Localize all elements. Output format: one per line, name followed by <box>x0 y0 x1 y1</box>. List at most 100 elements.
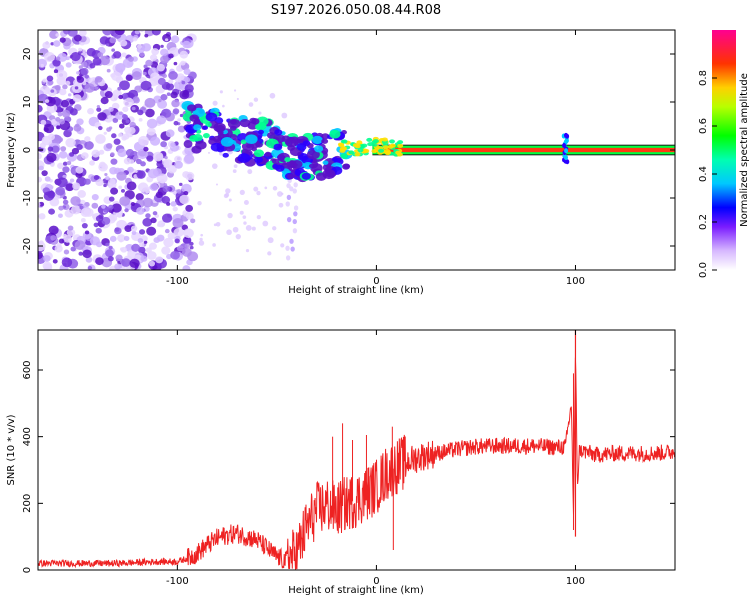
spectrum-speckle <box>251 226 256 231</box>
spectrum-speckle <box>118 185 123 190</box>
ridge-blob <box>217 130 224 135</box>
spectrum-speckle <box>226 229 232 236</box>
spectrum-speckle <box>170 250 180 260</box>
spectrum-speckle <box>157 77 166 86</box>
spectrum-speckle <box>121 52 127 58</box>
spectrum-speckle <box>272 226 277 231</box>
spectrum-speckle <box>43 255 51 262</box>
spectrum-speckle <box>161 213 173 223</box>
spectrum-speckle <box>187 251 199 262</box>
spectrum-speckle <box>110 152 115 157</box>
spectrum-speckle <box>142 71 147 76</box>
spectrum-speckle <box>151 48 159 56</box>
spectrum-speckle <box>96 104 101 108</box>
spectrum-speckle <box>46 75 54 82</box>
spectrum-speckle <box>84 230 90 235</box>
spectrum-speckle <box>117 148 127 158</box>
spectrum-speckle <box>115 254 123 262</box>
spectrum-speckle <box>42 41 51 49</box>
spectrum-speckle <box>134 30 140 35</box>
spectrum-speckle <box>145 59 153 67</box>
ridge-blob <box>264 151 272 157</box>
spectrum-speckle <box>55 56 61 61</box>
spectrum-speckle <box>125 74 133 82</box>
spectrum-speckle <box>198 240 205 246</box>
spectrum-speckle <box>55 186 66 196</box>
ridge-blob <box>389 139 396 144</box>
spectrum-speckle <box>107 114 113 120</box>
spectrum-speckle <box>225 188 231 194</box>
spectrum-speckle <box>44 99 50 104</box>
spectrum-speckle <box>69 108 78 116</box>
spectrum-speckle <box>50 163 55 167</box>
spectrum-speckle <box>142 217 153 227</box>
spectrum-speckle <box>292 228 298 234</box>
spectrum-speckle <box>116 213 123 218</box>
spectrum-speckle <box>188 71 197 80</box>
spectrum-speckle <box>174 160 183 169</box>
spectrum-speckle <box>233 89 237 92</box>
spectrum-speckle <box>170 201 177 207</box>
spectrum-speckle <box>59 88 67 96</box>
spectrum-speckle <box>170 91 178 99</box>
spectrum-speckle <box>124 208 129 213</box>
ridge-blob <box>210 142 223 152</box>
colorbar-ticks: 0.0 0.2 0.4 0.6 0.8 <box>698 70 717 278</box>
spectrum-speckle <box>116 171 127 181</box>
spectrum-speckle <box>119 247 124 251</box>
spectrum-speckle <box>102 30 113 36</box>
spectrum-speckle <box>103 183 107 188</box>
spectrum-speckle <box>43 127 49 132</box>
ridge-blob <box>273 143 283 151</box>
colorbar-gradient <box>712 30 736 270</box>
spectrum-speckle <box>74 34 82 42</box>
spectrum-speckle <box>143 240 148 244</box>
spectrum-speckle <box>65 138 76 148</box>
spectrum-speckle <box>161 246 171 255</box>
spectrum-speckle <box>67 30 78 37</box>
spectrum-speckle <box>256 190 261 196</box>
spectrum-speckle <box>143 146 149 152</box>
spectrum-speckle <box>53 69 59 74</box>
spectrum-speckle <box>126 181 137 191</box>
spectrum-speckle <box>125 119 130 124</box>
spectrum-speckle <box>253 97 259 102</box>
spectrum-speckle <box>82 231 92 240</box>
spectrum-speckle <box>146 127 156 136</box>
spectrum-speckle <box>158 98 162 103</box>
spectrum-speckle <box>53 40 61 47</box>
spectrum-speckle <box>58 205 64 211</box>
snr-panel: -100 0 100 0 200 400 600 Height of straight li… <box>6 329 676 596</box>
spectrum-speckle <box>84 83 95 93</box>
snr-x-label: Height of straight line (km) <box>288 585 424 596</box>
spectrum-speckle <box>163 237 174 248</box>
ridge-blob <box>564 138 569 144</box>
spectrum-speckle <box>50 235 57 241</box>
ridge-blob <box>321 138 329 144</box>
spectrum-speckle <box>118 94 124 100</box>
spectrum-speckle <box>106 127 112 132</box>
spectrum-speckle <box>200 233 204 237</box>
spectrum-speckle <box>55 33 60 37</box>
spectrum-speckle <box>44 176 51 182</box>
spectrum-speckle <box>110 215 118 222</box>
spectrum-speckle <box>172 217 184 228</box>
spectrum-speckle <box>155 256 164 264</box>
spectrum-speckle <box>78 47 83 52</box>
spectrum-speckle <box>242 215 247 220</box>
ridge-blob <box>302 140 311 147</box>
spectrum-speckle <box>239 189 245 195</box>
spectrum-speckle <box>79 205 84 210</box>
spectrum-speckle <box>51 145 60 153</box>
spectrum-speckle <box>219 90 223 94</box>
spectrum-speckle <box>80 207 91 217</box>
spectrogram-y-label: Frequency (Hz) <box>6 112 17 188</box>
spectrum-speckle <box>236 97 239 101</box>
ridge-blob <box>396 152 403 157</box>
spectrum-speckle <box>110 73 115 78</box>
ridge-blob <box>237 153 251 163</box>
spectrum-speckle <box>166 92 171 96</box>
ridge-blob <box>187 104 197 112</box>
snr-y-tick-label: 0 <box>22 567 33 573</box>
